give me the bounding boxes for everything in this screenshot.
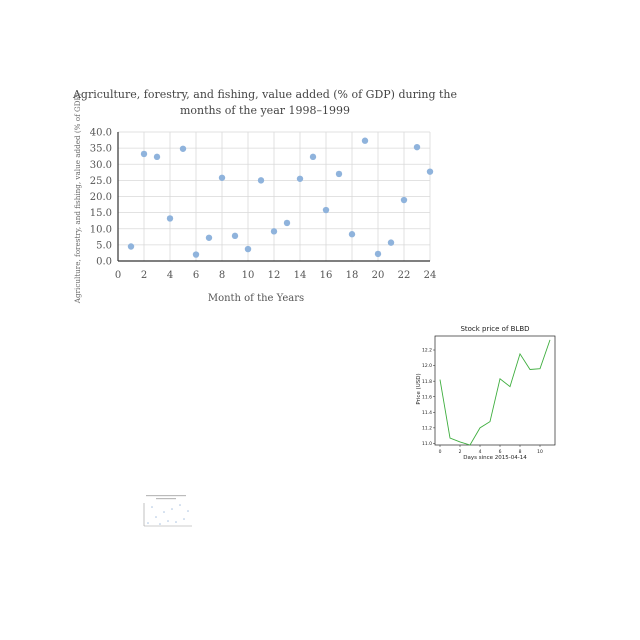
stock-y-tick-label: 12.2 bbox=[422, 348, 432, 354]
scatter-chart-panel: Agriculture, forestry, and fishing, valu… bbox=[60, 80, 460, 310]
scatter-point bbox=[374, 250, 382, 258]
scatter-x-tick-label: 14 bbox=[294, 270, 307, 281]
thumbnail-point bbox=[171, 508, 173, 510]
thumbnail-chart-panel bbox=[136, 493, 196, 533]
scatter-x-tick-label: 16 bbox=[320, 270, 333, 281]
scatter-y-tick-label: 0.0 bbox=[96, 257, 112, 268]
scatter-point bbox=[296, 175, 304, 182]
scatter-x-tick-label: 6 bbox=[193, 270, 199, 281]
stock-x-tick-label: 2 bbox=[459, 449, 462, 455]
scatter-y-tick-label: 30.0 bbox=[90, 160, 112, 171]
scatter-x-tick-label: 12 bbox=[268, 270, 281, 281]
scatter-chart: Agriculture, forestry, and fishing, valu… bbox=[72, 88, 457, 305]
scatter-point bbox=[205, 234, 213, 241]
scatter-point bbox=[309, 153, 317, 161]
scatter-x-tick-label: 20 bbox=[372, 270, 385, 281]
thumbnail-point bbox=[175, 521, 177, 523]
scatter-point bbox=[283, 219, 291, 227]
thumbnail-point bbox=[159, 523, 161, 525]
stock-plot-frame bbox=[434, 335, 556, 446]
scatter-point bbox=[387, 239, 395, 246]
scatter-point bbox=[140, 150, 148, 158]
scatter-y-tick-label: 20.0 bbox=[90, 192, 112, 203]
scatter-point bbox=[270, 228, 278, 235]
scatter-y-axis-label: Agriculture, forestry, and fishing, valu… bbox=[73, 93, 82, 305]
scatter-point bbox=[348, 231, 356, 238]
scatter-point bbox=[244, 245, 252, 253]
stock-y-tick-label: 11.8 bbox=[422, 379, 432, 385]
scatter-x-tick-label: 22 bbox=[398, 270, 411, 281]
scatter-grid bbox=[117, 131, 431, 262]
scatter-x-tick-label: 18 bbox=[346, 270, 359, 281]
scatter-x-tick-label: 10 bbox=[242, 270, 255, 281]
scatter-point bbox=[400, 196, 408, 204]
stock-chart: Stock price of BLBD 0 2 4 6 8 10 11.0 11.2 11.4 1… bbox=[416, 325, 556, 461]
scatter-y-tick-label: 40.0 bbox=[90, 128, 112, 139]
scatter-point bbox=[153, 153, 161, 161]
scatter-y-tick-label: 25.0 bbox=[90, 176, 112, 187]
scatter-x-tick-label: 0 bbox=[115, 270, 121, 281]
stock-y-tick-label: 11.2 bbox=[422, 425, 432, 431]
stock-x-tick-label: 8 bbox=[519, 449, 522, 455]
stock-y-tick-label: 11.6 bbox=[422, 394, 432, 400]
scatter-chart-title-line-1: Agriculture, forestry, and fishing, valu… bbox=[72, 88, 457, 101]
stock-y-tick-label: 11.4 bbox=[422, 410, 432, 416]
thumbnail-point bbox=[179, 504, 181, 506]
scatter-point bbox=[218, 174, 226, 181]
scatter-point bbox=[231, 232, 239, 240]
scatter-point bbox=[179, 145, 187, 152]
scatter-point bbox=[322, 206, 330, 214]
scatter-y-tick-label: 5.0 bbox=[96, 240, 112, 251]
stock-y-axis-label: Price (USD) bbox=[416, 373, 422, 404]
stock-chart-panel: Stock price of BLBD 0 2 4 6 8 10 11.0 11.2 11.4 1… bbox=[400, 318, 570, 468]
stock-line-group bbox=[439, 339, 551, 446]
scatter-y-tick-label: 10.0 bbox=[90, 224, 112, 235]
thumbnail-point bbox=[151, 506, 153, 508]
scatter-point bbox=[426, 168, 434, 175]
stock-y-tick-label: 11.0 bbox=[422, 441, 432, 447]
stock-chart-title: Stock price of BLBD bbox=[460, 325, 529, 333]
thumbnail-point bbox=[187, 510, 189, 512]
scatter-point bbox=[361, 137, 369, 144]
thumbnail-point bbox=[183, 518, 185, 520]
stock-x-tick-label: 6 bbox=[499, 449, 502, 455]
scatter-point bbox=[413, 143, 421, 151]
thumbnail-point bbox=[167, 520, 169, 522]
scatter-points bbox=[127, 137, 434, 258]
scatter-y-tick-label: 15.0 bbox=[90, 208, 112, 219]
stock-x-tick-label: 4 bbox=[479, 449, 482, 455]
thumbnail-point bbox=[163, 511, 165, 513]
stock-x-axis-label: Days since 2015-04-14 bbox=[463, 455, 527, 461]
scatter-axes: 0 2 4 6 8 10 12 14 16 18 20 22 240.05.010.015.020.02… bbox=[90, 128, 437, 282]
scatter-point bbox=[192, 251, 200, 258]
stock-axes: 0 2 4 6 8 10 11.0 11.2 11.4 11.6 11.8 12.0 12.2 bbox=[422, 335, 556, 455]
stock-x-tick-label: 10 bbox=[537, 449, 543, 455]
scatter-point bbox=[127, 243, 135, 250]
scatter-point bbox=[166, 215, 174, 222]
scatter-x-tick-label: 8 bbox=[219, 270, 225, 281]
scatter-x-tick-label: 4 bbox=[167, 270, 173, 281]
thumbnail-chart bbox=[143, 495, 192, 527]
thumbnail-subtitle-bar bbox=[156, 498, 176, 500]
scatter-x-tick-label: 2 bbox=[141, 270, 147, 281]
stock-price-line bbox=[439, 339, 551, 446]
scatter-chart-title-line-2: months of the year 1998–1999 bbox=[180, 104, 350, 117]
scatter-x-axis-label: Month of the Years bbox=[208, 293, 304, 304]
scatter-x-tick-label: 24 bbox=[424, 270, 437, 281]
stock-x-tick-label: 0 bbox=[439, 449, 442, 455]
stock-y-tick-label: 12.0 bbox=[422, 363, 432, 369]
thumbnail-title-bar bbox=[146, 495, 186, 497]
scatter-y-tick-label: 35.0 bbox=[90, 144, 112, 155]
thumbnail-point bbox=[155, 516, 157, 518]
scatter-point bbox=[257, 177, 265, 184]
thumbnail-points bbox=[147, 504, 189, 525]
thumbnail-point bbox=[147, 522, 149, 524]
scatter-point bbox=[335, 170, 343, 178]
